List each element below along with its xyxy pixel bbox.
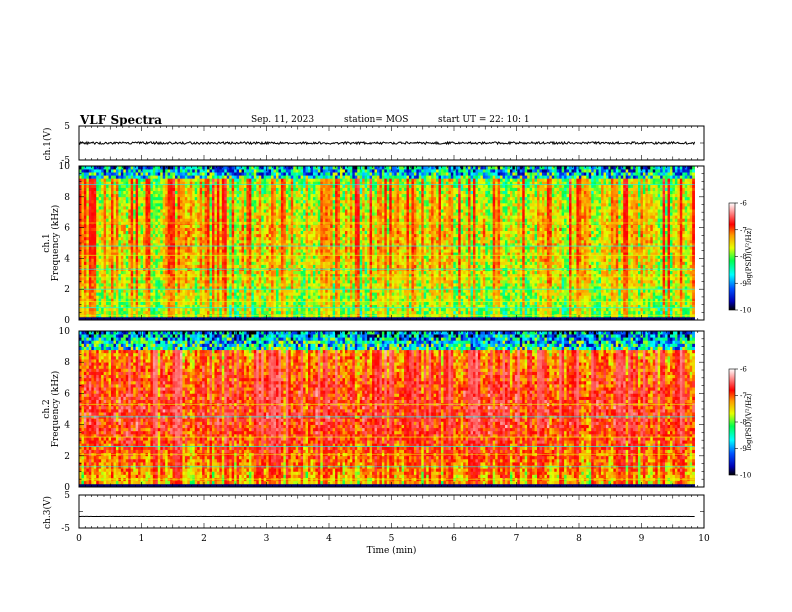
x-tick-label: 10	[698, 534, 710, 544]
y-tick-label: 5	[64, 491, 70, 501]
colorbar-tick-label: -10	[740, 472, 751, 480]
date-label: Sep. 11, 2023	[251, 115, 314, 125]
x-tick-label: 9	[639, 534, 645, 544]
x-axis: 0 1 2 3 4 5 6 7 8 9 10 Time (min)	[76, 534, 710, 556]
y-tick-label: 10	[59, 162, 71, 172]
colorbar-label: log(PSD)(V²/Hz)	[745, 393, 753, 450]
y-tick-label: 8	[64, 358, 70, 368]
x-tick-label: 5	[389, 534, 395, 544]
x-tick-label: 3	[264, 534, 270, 544]
y-tick-label: 2	[64, 452, 70, 462]
ch2-spectrogram-cells	[79, 331, 695, 487]
y-tick-label: 4	[64, 254, 70, 264]
colorbar-tick-label: -10	[740, 307, 751, 315]
y-tick-label: 5	[64, 122, 70, 132]
start-time-label: start UT = 22: 10: 1	[438, 115, 530, 125]
y-tick-label: 6	[64, 224, 70, 234]
x-tick-label: 1	[139, 534, 145, 544]
y-axis-label: Frequency (kHz)	[50, 371, 61, 448]
y-tick-label: 4	[64, 421, 70, 431]
y-tick-label: 10	[59, 327, 71, 337]
y-tick-label: 0	[64, 316, 70, 326]
x-tick-label: 4	[326, 534, 332, 544]
colorbar-tick-label: -6	[740, 366, 747, 374]
ch1-spectrogram-cells	[79, 166, 695, 320]
ch1-voltage-trace	[79, 142, 695, 144]
y-tick-label: 2	[64, 285, 70, 295]
x-tick-label: 6	[451, 534, 457, 544]
colorbar-gradient	[729, 203, 735, 310]
colorbar-tick-label: -6	[740, 200, 747, 208]
x-tick-label: 2	[201, 534, 207, 544]
y-tick-label: 8	[64, 193, 70, 203]
x-tick-label: 7	[514, 534, 520, 544]
panels: ch.1(V)5-5-6-7-8-9-10log(PSD)(V²/Hz)ch.1…	[42, 122, 753, 534]
ch3-voltage-panel: ch.3(V) 5 -5	[42, 491, 704, 534]
y-axis-label: ch.1(V)	[42, 128, 53, 161]
ch1-voltage-panel: ch.1(V)5-5	[42, 122, 704, 166]
figure-title: VLF Spectra	[80, 113, 162, 127]
y-tick-label: -5	[61, 524, 70, 534]
x-tick-label: 0	[76, 534, 82, 544]
x-axis-label: Time (min)	[367, 545, 417, 556]
colorbar-gradient	[729, 369, 735, 475]
y-axis-label: Frequency (kHz)	[50, 205, 61, 282]
station-label: station= MOS	[344, 115, 408, 125]
y-axis-label: ch.3(V)	[42, 496, 53, 529]
colorbar-label: log(PSD)(V²/Hz)	[745, 228, 753, 285]
x-tick-label: 8	[576, 534, 582, 544]
y-tick-label: 6	[64, 389, 70, 399]
